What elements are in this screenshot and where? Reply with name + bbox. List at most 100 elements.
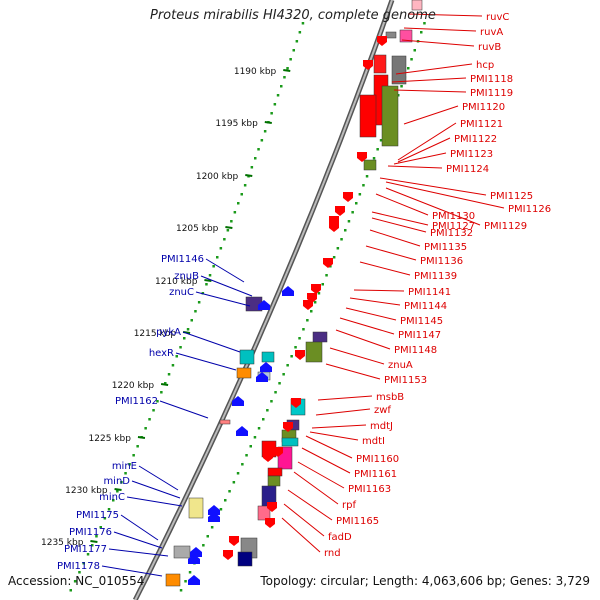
- reverse-gene-label: PMI1148: [394, 345, 437, 356]
- reverse-gene-arrow: [223, 550, 233, 560]
- reverse-gene-connector: [371, 211, 429, 226]
- forward-gene-arrow: [260, 362, 272, 372]
- forward-gene-label: PMI1146: [161, 254, 204, 265]
- reverse-gene-label: PMI1139: [414, 271, 457, 282]
- track-dot: [302, 328, 305, 331]
- track-dot: [329, 265, 332, 268]
- reverse-gene-connector: [393, 152, 447, 165]
- reverse-gene-label: hcp: [476, 60, 494, 71]
- track-dot: [201, 292, 205, 295]
- reverse-gene-connector: [387, 165, 443, 169]
- forward-gene-connector: [101, 565, 163, 577]
- track-dot: [202, 544, 205, 547]
- gene-block: [385, 31, 397, 39]
- reverse-gene-label: PMI1136: [420, 256, 463, 267]
- gene-block: [239, 349, 255, 365]
- reverse-gene-connector: [349, 297, 401, 306]
- gene-block: [165, 573, 181, 587]
- track-dot: [249, 445, 252, 448]
- track-dot: [107, 508, 111, 511]
- reverse-gene-connector: [369, 229, 421, 247]
- track-dot: [306, 319, 309, 322]
- scale-tick-label: 1230 kbp: [65, 486, 108, 496]
- reverse-gene-arrow: [311, 284, 321, 294]
- track-dot: [292, 49, 295, 52]
- scale-tick: [264, 121, 272, 124]
- reverse-gene-connector: [281, 517, 321, 553]
- track-dot: [86, 553, 90, 556]
- track-dot: [407, 67, 410, 70]
- reverse-gene-label: PMI1141: [408, 287, 451, 298]
- track-dot: [208, 274, 212, 277]
- forward-gene-arrow: [190, 547, 202, 557]
- track-dot: [365, 175, 369, 178]
- track-dot: [340, 238, 343, 241]
- forward-gene-connector: [131, 480, 181, 499]
- reverse-gene-label: PMI1126: [508, 204, 551, 215]
- forward-gene-label: minC: [99, 492, 125, 503]
- track-dot: [262, 418, 265, 421]
- reverse-gene-connector: [397, 122, 457, 161]
- forward-gene-connector: [120, 514, 159, 541]
- track-dot: [344, 229, 347, 232]
- gene-block: [188, 497, 204, 519]
- reverse-gene-connector: [397, 137, 451, 163]
- track-dot: [358, 193, 362, 196]
- track-dot: [413, 49, 416, 52]
- reverse-gene-label: PMI1160: [356, 454, 399, 465]
- reverse-gene-connector: [329, 347, 385, 365]
- track-dot: [355, 202, 358, 205]
- gene-block: [373, 54, 387, 74]
- reverse-gene-connector: [401, 39, 475, 47]
- reverse-gene-arrow: [377, 36, 387, 46]
- reverse-gene-label: PMI1165: [336, 516, 379, 527]
- reverse-gene-arrow: [283, 422, 293, 432]
- scale-tick-label: 1190 kbp: [234, 67, 277, 77]
- reverse-gene-label: PMI1161: [354, 469, 397, 480]
- forward-gene-arrow: [282, 286, 294, 296]
- track-dot: [152, 409, 155, 412]
- track-dot: [69, 589, 72, 592]
- track-dot: [301, 22, 305, 25]
- gene-block: [173, 545, 191, 559]
- forward-gene-label: minE: [112, 461, 137, 472]
- gene-block: [261, 351, 275, 363]
- track-dot: [160, 391, 163, 394]
- reverse-gene-label: PMI1145: [400, 316, 443, 327]
- track-dot: [250, 166, 254, 169]
- track-dot: [188, 571, 192, 574]
- scale-tick-label: 1210 kbp: [155, 277, 198, 287]
- track-dot: [179, 346, 182, 349]
- gene-block: [281, 437, 299, 447]
- track-dot: [423, 22, 426, 25]
- scale-tick-label: 1195 kbp: [215, 119, 258, 129]
- track-dot: [283, 76, 286, 79]
- forward-gene-label: PMI1176: [69, 527, 112, 538]
- reverse-gene-label: mdtI: [362, 436, 385, 447]
- reverse-gene-label: msbB: [376, 392, 404, 403]
- reverse-gene-label: PMI1163: [348, 484, 391, 495]
- forward-gene-connector: [138, 465, 179, 491]
- reverse-gene-connector: [385, 187, 481, 226]
- reverse-gene-arrow: [323, 258, 333, 268]
- track-dot: [212, 265, 215, 268]
- reverse-gene-connector: [311, 424, 367, 429]
- scale-tick: [90, 540, 98, 543]
- track-dot: [278, 382, 281, 385]
- reverse-gene-label: ruvB: [478, 42, 501, 53]
- reverse-gene-label: mdtJ: [370, 421, 393, 432]
- track-dot: [164, 382, 167, 385]
- track-dot: [254, 157, 257, 160]
- reverse-gene-connector: [391, 77, 467, 83]
- gene-block: [399, 29, 413, 43]
- gene-block: [391, 55, 407, 85]
- reverse-gene-connector: [325, 363, 381, 380]
- forward-gene-label: PMI1178: [57, 561, 100, 572]
- track-dot: [379, 139, 383, 142]
- scale-tick: [160, 383, 169, 386]
- forward-gene-connector: [182, 331, 241, 353]
- forward-gene-arrow: [188, 554, 200, 564]
- track-dot: [351, 211, 354, 214]
